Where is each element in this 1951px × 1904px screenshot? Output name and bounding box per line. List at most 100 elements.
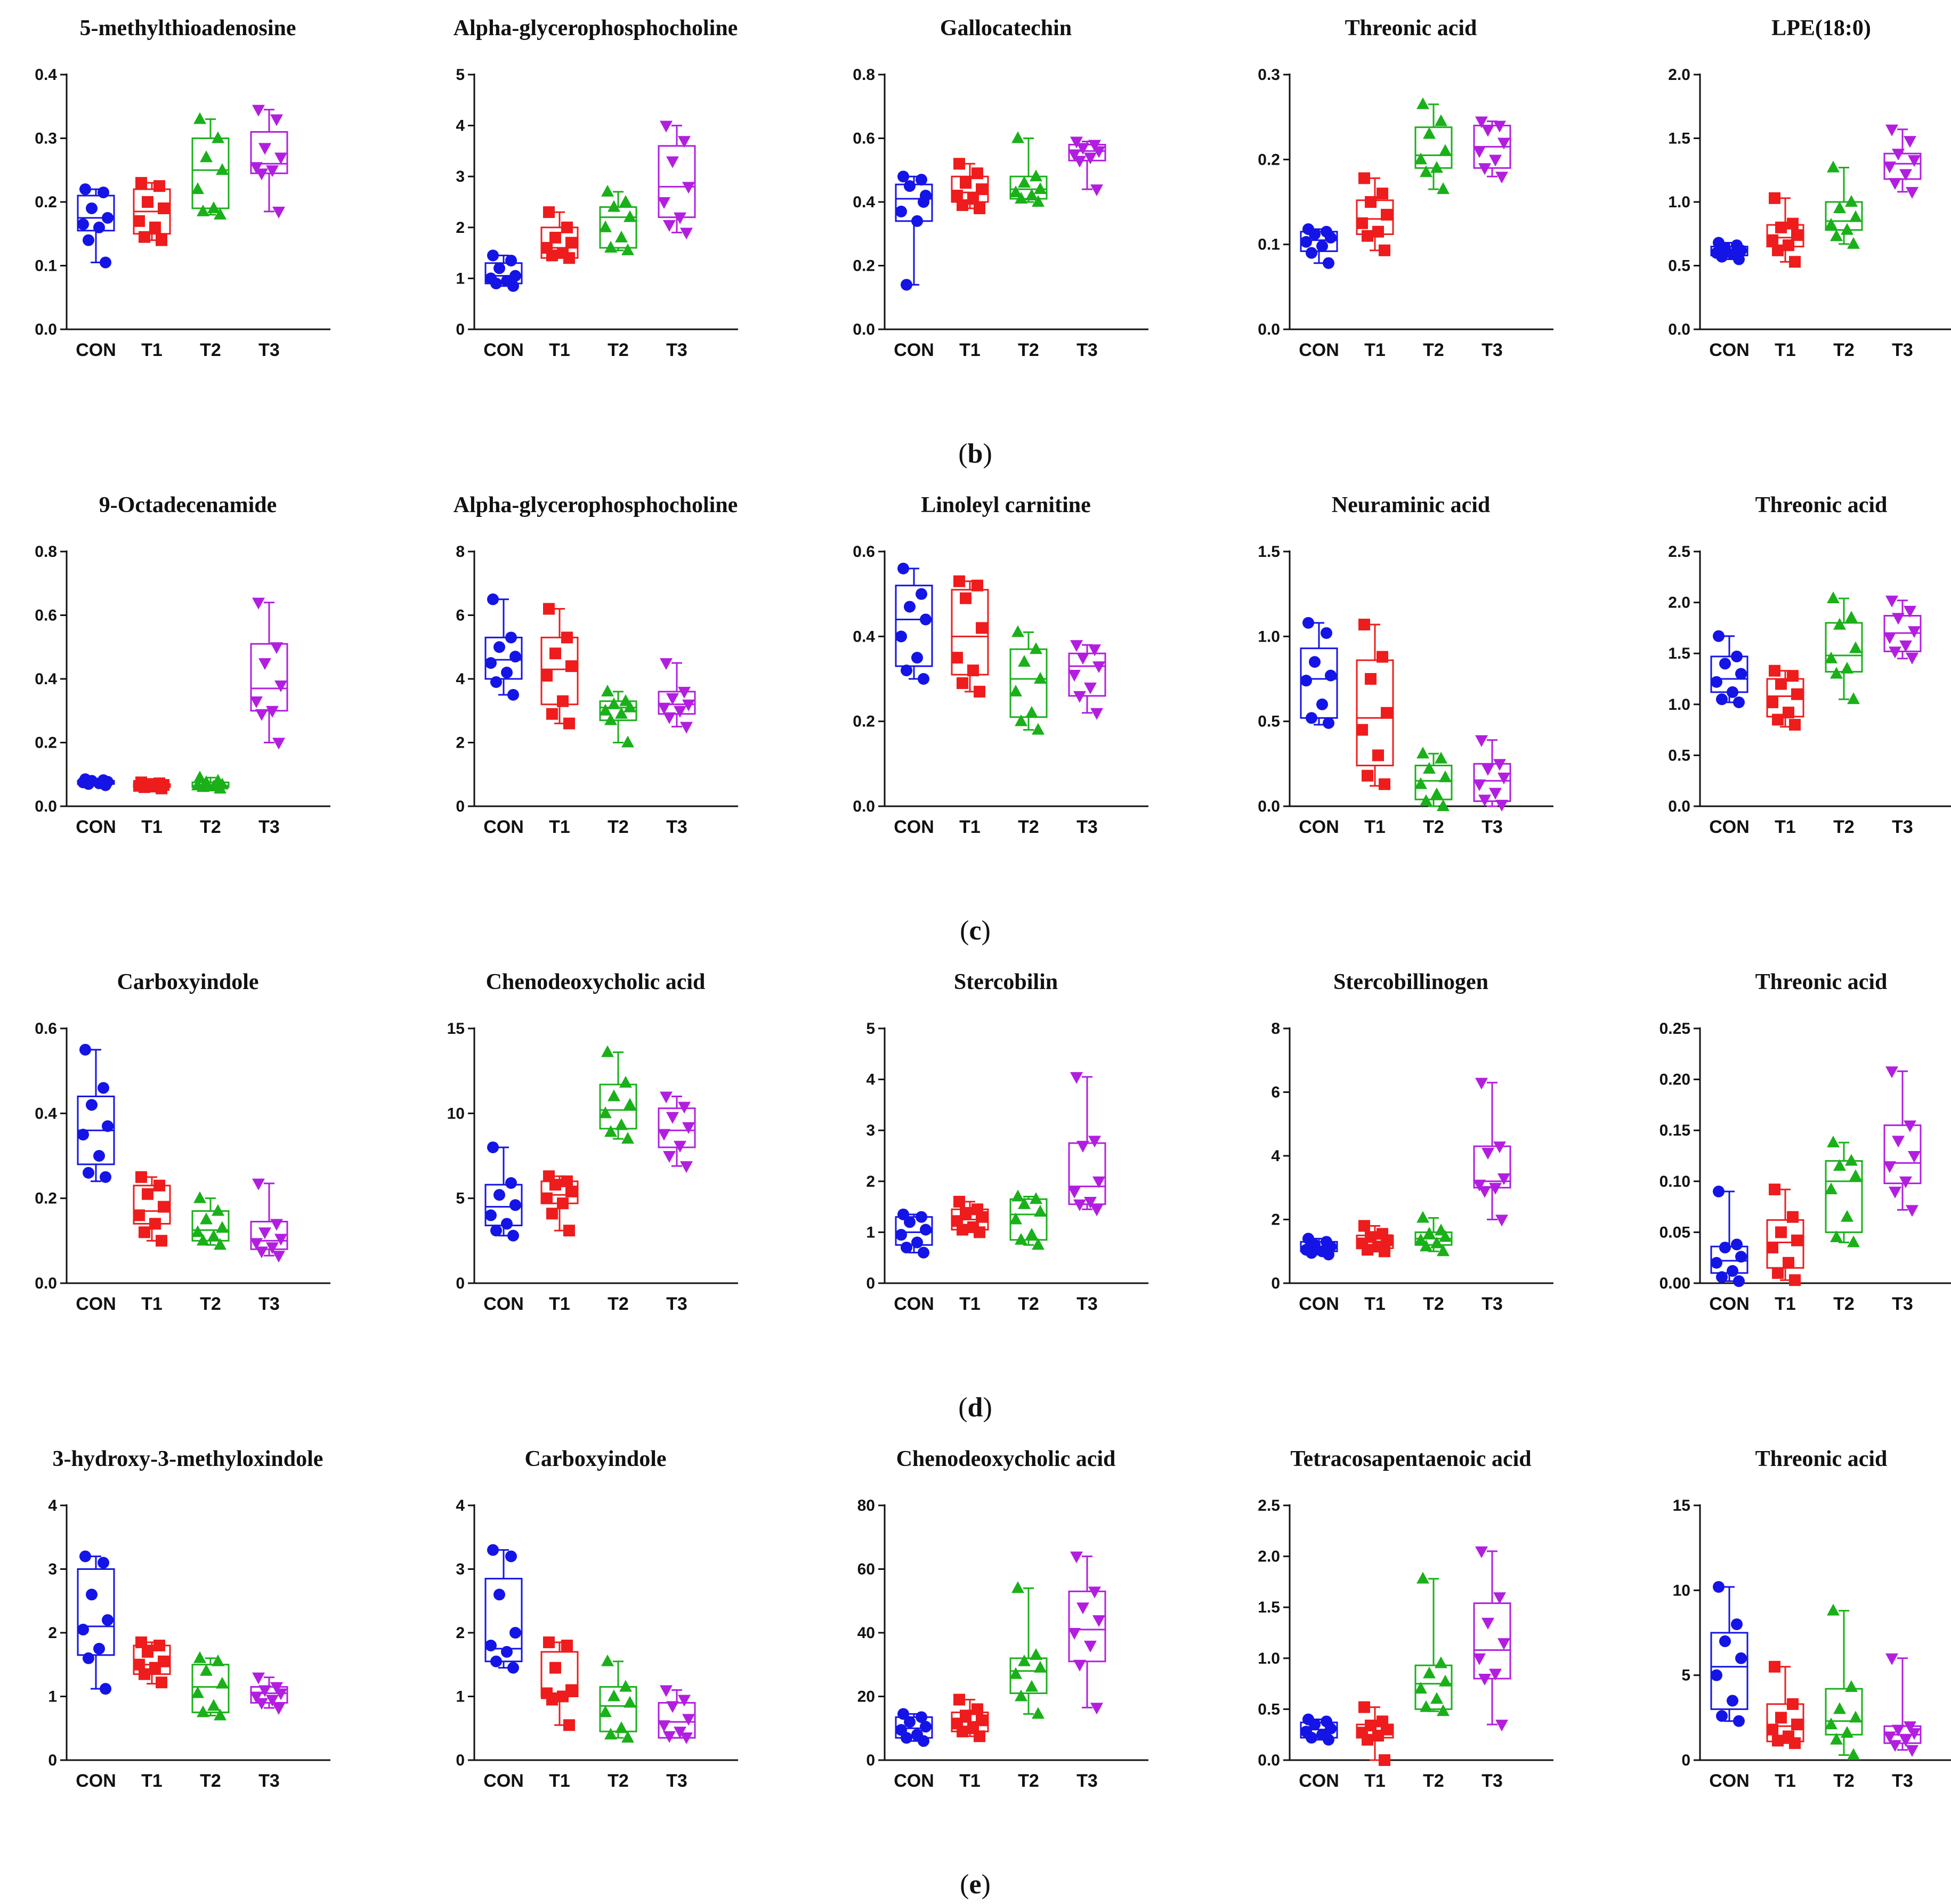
data-point (546, 1208, 558, 1220)
data-point (1906, 652, 1918, 665)
y-tick-label: 0.4 (35, 670, 57, 688)
data-point (1416, 1571, 1429, 1584)
data-point (1088, 1586, 1101, 1599)
data-point (270, 1682, 283, 1694)
chart-title: 9-Octadecenamide (99, 493, 277, 517)
box-t3 (1473, 1546, 1511, 1732)
box-t3 (1883, 1653, 1922, 1757)
data-point (1769, 192, 1780, 204)
box-t1 (951, 1694, 989, 1743)
data-point (1889, 178, 1901, 190)
x-category-label: T3 (1892, 1294, 1913, 1314)
box-t2 (1414, 97, 1453, 195)
box-con (77, 1550, 115, 1695)
y-tick-label: 3 (456, 1561, 465, 1578)
data-point (666, 1701, 679, 1713)
data-point (1372, 1730, 1384, 1742)
y-tick-label: 3 (456, 168, 465, 185)
data-point (1904, 605, 1916, 618)
data-point (272, 1703, 285, 1715)
chart-4-5: Threonic acid 0 5 10 15 CON T1 T2 T3 (1673, 1447, 1951, 1791)
data-point (918, 673, 929, 685)
box-con (1300, 1233, 1338, 1261)
x-category-label: CON (483, 1771, 524, 1791)
y-tick-label: 3 (48, 1561, 57, 1578)
x-category-label: T2 (1423, 817, 1444, 837)
data-point (678, 1101, 691, 1114)
data-point (1009, 684, 1022, 696)
chart-title: Carboxyindole (524, 1447, 666, 1471)
data-point (212, 1654, 224, 1666)
data-point (615, 1118, 628, 1130)
data-point (549, 1662, 561, 1674)
box-t1 (540, 1170, 579, 1237)
data-point (1772, 714, 1784, 726)
y-tick-label: 1.5 (1668, 645, 1690, 662)
box (1009, 1198, 1048, 1241)
data-point (1849, 1169, 1862, 1181)
x-category-label: T1 (549, 1294, 570, 1314)
y-tick-label: 0.0 (35, 321, 57, 338)
data-point (557, 695, 569, 707)
data-point (1482, 1617, 1494, 1630)
data-point (1323, 1733, 1334, 1746)
y-tick-label: 0.05 (1659, 1224, 1690, 1241)
data-point (1032, 723, 1045, 735)
y-tick-label: 0.6 (853, 130, 875, 148)
data-point (604, 1728, 617, 1740)
chart-2-5: Threonic acid 0.0 0.5 1.0 1.5 2.0 2.5 CON T1 T2 T3 (1668, 493, 1951, 837)
y-tick-label: 0 (456, 321, 465, 338)
x-category-label: T1 (959, 340, 981, 360)
data-point (1908, 155, 1921, 167)
data-point (666, 1112, 679, 1124)
chart-1-5: LPE(18:0) 0.0 0.5 1.0 1.5 2.0 CON T1 T2 T3 (1668, 16, 1951, 360)
data-point (1892, 1724, 1905, 1737)
data-point (895, 1229, 907, 1241)
y-tick-label: 4 (48, 1497, 57, 1514)
data-point (250, 1238, 263, 1250)
data-point (897, 1708, 909, 1720)
data-point (1495, 1720, 1508, 1732)
data-point (1767, 696, 1778, 708)
data-point (98, 187, 109, 199)
y-tick-label: 0 (48, 1752, 57, 1769)
data-point (509, 1199, 521, 1211)
y-tick-label: 0.0 (1258, 798, 1280, 815)
y-tick-label: 5 (456, 1190, 465, 1208)
y-tick-label: 0.2 (1258, 151, 1280, 168)
box (1414, 1664, 1453, 1710)
data-point (255, 1246, 268, 1259)
data-point (252, 104, 265, 117)
chart-4-1: 3-hydroxy-3-methyloxindole 0 1 2 3 4 CON T1 T2 T3 (48, 1447, 330, 1791)
data-point (543, 206, 555, 218)
y-tick-label: 0.00 (1659, 1275, 1690, 1292)
data-point (1789, 1737, 1801, 1749)
box (1068, 1590, 1106, 1663)
data-point (1849, 1711, 1862, 1723)
data-point (1883, 161, 1896, 174)
box-t3 (1473, 116, 1511, 184)
y-tick-label: 0.4 (853, 628, 875, 645)
data-point (1825, 651, 1837, 663)
data-point (1830, 229, 1843, 241)
data-point (274, 1234, 287, 1246)
data-point (663, 220, 676, 232)
x-category-label: T2 (1833, 817, 1855, 837)
data-point (214, 1708, 226, 1721)
data-point (135, 177, 147, 189)
data-point (1841, 1726, 1853, 1738)
y-tick-label: 2.5 (1668, 543, 1690, 561)
data-point (507, 688, 519, 701)
data-point (1906, 1745, 1918, 1757)
y-tick-label: 0 (456, 798, 465, 815)
data-point (1497, 1173, 1510, 1185)
data-point (621, 1132, 634, 1144)
data-point (250, 162, 263, 174)
data-point (1362, 1733, 1373, 1746)
data-point (663, 1731, 676, 1743)
box-t2 (1009, 131, 1048, 207)
y-tick-label: 0.6 (35, 607, 57, 625)
data-point (487, 1544, 499, 1556)
y-tick-label: 0.2 (35, 193, 57, 211)
data-point (1321, 627, 1332, 639)
